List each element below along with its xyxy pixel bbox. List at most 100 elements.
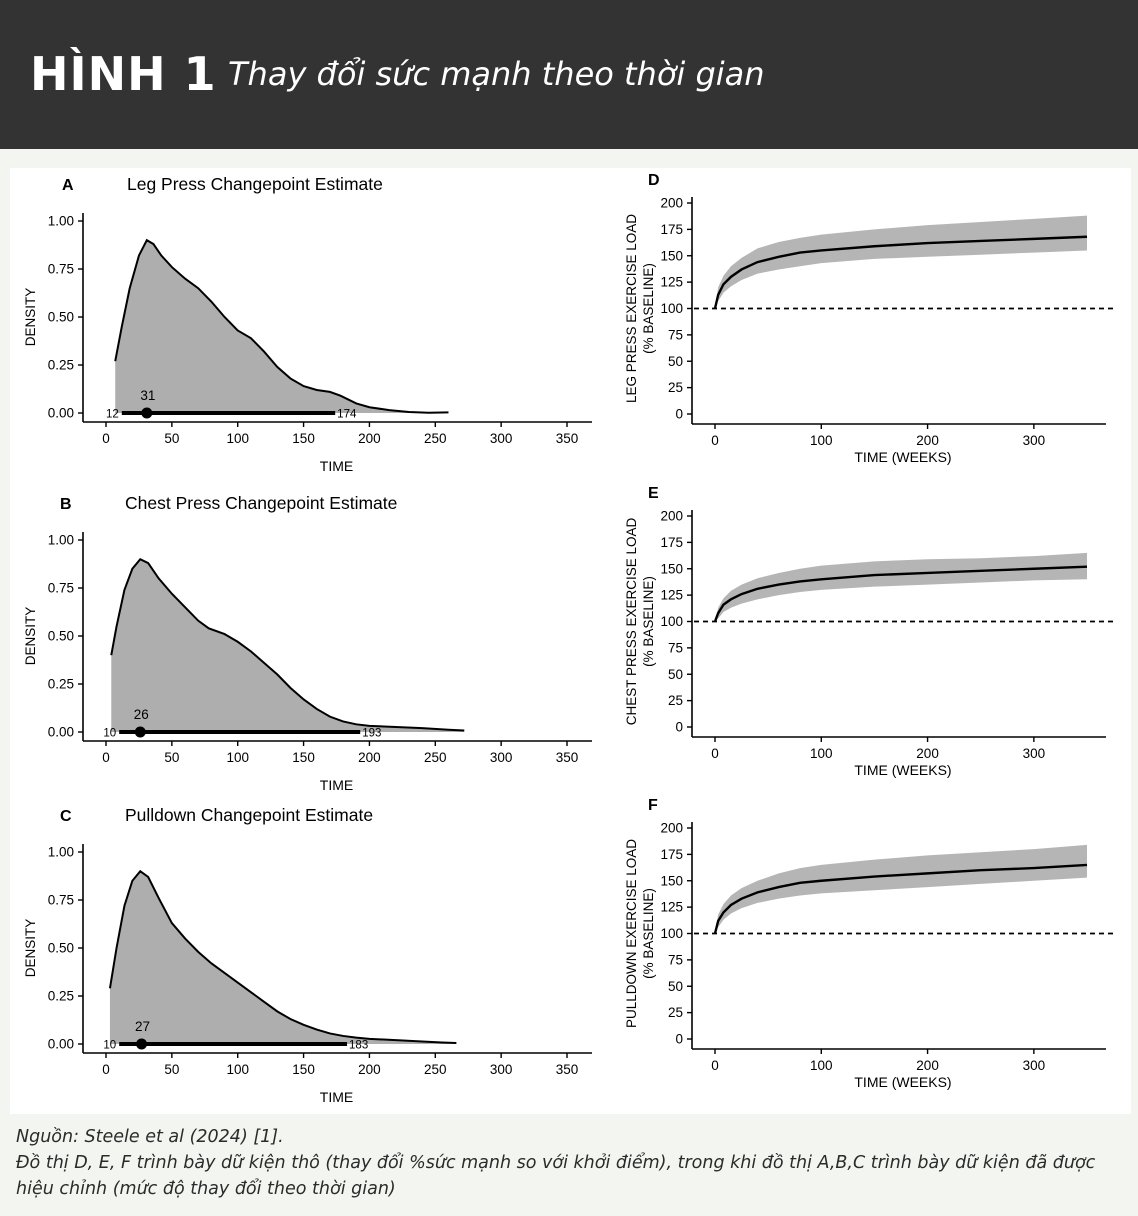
panel-letter: F (648, 797, 658, 814)
y-tick-label: 0 (675, 720, 683, 735)
chart-title: Leg Press Changepoint Estimate (127, 174, 383, 194)
y-axis-label: CHEST PRESS EXERCISE LOAD (624, 517, 639, 725)
y-tick-label: 175 (660, 535, 683, 550)
interval-high-label: 174 (337, 409, 357, 421)
density-area (115, 240, 449, 413)
x-tick-label: 0 (102, 750, 110, 765)
panel-letter: D (648, 172, 660, 189)
y-tick-label: 0.50 (48, 941, 74, 956)
y-tick-label: 50 (668, 979, 683, 994)
y-axis-label: DENSITY (23, 919, 38, 978)
point-estimate-label: 27 (135, 1019, 150, 1034)
x-axis-label: TIME (WEEKS) (854, 1074, 951, 1090)
x-tick-label: 50 (164, 1062, 179, 1077)
x-tick-label: 300 (1023, 1058, 1046, 1073)
x-tick-label: 100 (810, 746, 833, 761)
y-axis-label: (% BASELINE) (641, 888, 656, 979)
x-axis-label: TIME (320, 1089, 353, 1105)
y-tick-label: 175 (660, 222, 683, 237)
x-tick-label: 350 (556, 750, 579, 765)
y-tick-label: 125 (660, 588, 683, 603)
x-tick-label: 300 (490, 750, 513, 765)
confidence-band (715, 844, 1087, 934)
point-estimate (141, 407, 153, 419)
x-tick-label: 300 (490, 431, 513, 446)
interval-low-label: 10 (103, 1040, 116, 1052)
x-axis-label: TIME (320, 777, 353, 793)
x-tick-label: 350 (556, 1062, 579, 1077)
y-tick-label: 0.00 (48, 406, 74, 421)
panel-letter: A (62, 177, 74, 194)
density-area (109, 871, 457, 1044)
chart-title: Pulldown Changepoint Estimate (125, 805, 373, 825)
density-curve (108, 869, 457, 1045)
point-estimate (134, 726, 146, 738)
y-tick-label: 1.00 (48, 533, 74, 548)
y-tick-label: 0.25 (48, 358, 74, 373)
chart-a: A Leg Press Changepoint Estimate 0.00 0.25 0… (23, 174, 592, 474)
x-tick-label: 100 (810, 433, 833, 448)
density-area (111, 559, 465, 732)
y-tick-label: 75 (668, 952, 683, 967)
x-tick-label: 50 (164, 750, 179, 765)
y-tick-label: 100 (660, 926, 683, 941)
figure-title: Thay đổi sức mạnh theo thời gian (228, 55, 765, 93)
y-axis-label: (% BASELINE) (641, 263, 656, 354)
y-tick-label: 1.00 (48, 214, 74, 229)
interval-high-label: 193 (362, 728, 381, 740)
x-tick-label: 150 (292, 1062, 315, 1077)
x-tick-label: 300 (1023, 746, 1046, 761)
y-axis-label: LEG PRESS EXERCISE LOAD (624, 214, 639, 403)
y-tick-label: 150 (660, 873, 683, 888)
trend-line (713, 863, 1088, 934)
trend-line (713, 565, 1088, 622)
x-axis-label: TIME (WEEKS) (854, 762, 951, 778)
y-tick-label: 0.50 (48, 629, 74, 644)
chart-c: C Pulldown Changepoint Estimate 0.00 0.25 0.… (23, 805, 592, 1105)
x-tick-label: 0 (102, 1062, 110, 1077)
y-tick-label: 0.75 (48, 893, 74, 908)
chart-title: Chest Press Changepoint Estimate (125, 493, 397, 513)
x-tick-label: 0 (711, 433, 719, 448)
y-tick-label: 25 (668, 693, 683, 708)
y-tick-label: 1.00 (48, 845, 74, 860)
y-tick-label: 175 (660, 847, 683, 862)
x-tick-label: 200 (358, 1062, 381, 1077)
y-tick-label: 0.25 (48, 677, 74, 692)
x-tick-label: 200 (916, 433, 939, 448)
figure-header: HÌNH 1 Thay đổi sức mạnh theo thời gian (0, 0, 1138, 149)
chart-b: B Chest Press Changepoint Estimate 0.00 0.2… (23, 493, 592, 793)
y-tick-label: 125 (660, 275, 683, 290)
x-tick-label: 200 (916, 1058, 939, 1073)
x-axis-label: TIME (WEEKS) (854, 449, 951, 465)
density-curve (110, 557, 465, 732)
x-tick-label: 200 (916, 746, 939, 761)
y-tick-label: 50 (668, 354, 683, 369)
y-tick-label: 75 (668, 640, 683, 655)
y-tick-label: 0.75 (48, 581, 74, 596)
y-tick-label: 200 (660, 196, 683, 211)
y-axis-label: DENSITY (23, 288, 38, 347)
y-tick-label: 150 (660, 248, 683, 263)
y-tick-label: 0 (675, 1032, 683, 1047)
point-estimate-label: 31 (140, 388, 155, 403)
x-tick-label: 250 (424, 431, 447, 446)
density-curve (114, 238, 449, 414)
y-tick-label: 25 (668, 1005, 683, 1020)
chart-d: D 0 25 50 75 100 125 150 175 200 0 100 200 300 TIME (W… (624, 172, 1117, 465)
x-tick-label: 150 (292, 750, 315, 765)
confidence-band (715, 215, 1087, 309)
x-tick-label: 250 (424, 1062, 447, 1077)
y-tick-label: 0.75 (48, 262, 74, 277)
y-tick-label: 125 (660, 900, 683, 915)
y-tick-label: 100 (660, 301, 683, 316)
point-estimate-label: 26 (134, 707, 149, 722)
x-tick-label: 200 (358, 750, 381, 765)
x-axis-label: TIME (320, 458, 353, 474)
charts-svg: A Leg Press Changepoint Estimate 0.00 0.25 0… (23, 172, 1117, 1105)
figure-caption: Nguồn: Steele et al (2024) [1]. Đồ thị D… (16, 1124, 1131, 1202)
point-estimate (136, 1038, 148, 1050)
x-tick-label: 0 (102, 431, 110, 446)
y-tick-label: 0.00 (48, 725, 74, 740)
x-tick-label: 300 (490, 1062, 513, 1077)
